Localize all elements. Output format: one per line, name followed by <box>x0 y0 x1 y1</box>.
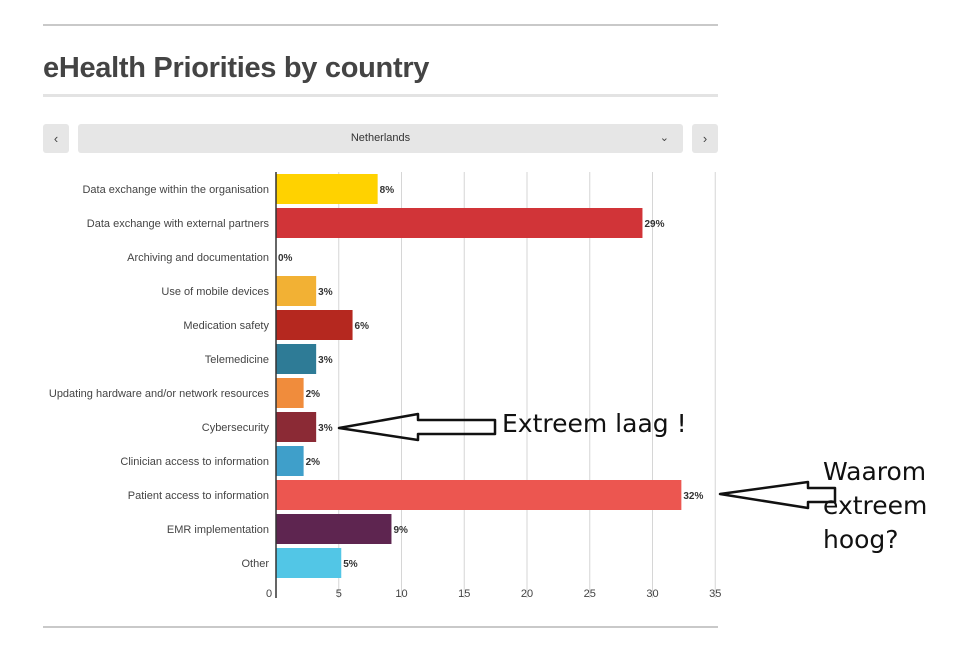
x-tick-label: 5 <box>336 588 342 600</box>
country-select-value: Netherlands <box>350 132 411 144</box>
bar <box>276 378 304 408</box>
bar-data-label: 5% <box>343 559 358 570</box>
arrow-high-icon <box>718 480 837 510</box>
annotation-high-text: Waarom extreem hoog? <box>823 457 928 554</box>
bar-data-label: 32% <box>683 491 703 502</box>
category-label: Updating hardware and/or network resourc… <box>49 388 270 400</box>
chevron-down-icon: ⌄ <box>659 132 669 144</box>
bar <box>276 276 317 306</box>
previous-country-button[interactable]: ‹ <box>43 124 69 153</box>
x-tick-label: 20 <box>521 588 533 600</box>
x-tick-label: 30 <box>646 588 658 600</box>
category-label: Data exchange within the organisation <box>82 184 269 196</box>
category-label: Data exchange with external partners <box>87 218 270 230</box>
x-tick-label: 0 <box>266 588 272 600</box>
bar <box>276 310 353 340</box>
category-label: Cybersecurity <box>202 422 270 434</box>
bar <box>276 208 643 238</box>
bar-data-label: 8% <box>380 185 395 196</box>
bar-data-label: 6% <box>355 321 370 332</box>
x-tick-label: 35 <box>709 588 721 600</box>
annotation-low-text: Extreem laag ! <box>502 409 687 438</box>
category-label: Other <box>241 558 269 570</box>
bar <box>276 344 317 374</box>
bar <box>276 514 392 544</box>
arrow-low-icon <box>337 412 497 442</box>
top-divider <box>43 24 718 26</box>
chevron-right-icon: › <box>702 131 708 146</box>
bar <box>276 480 682 510</box>
category-label: Patient access to information <box>128 490 269 502</box>
bar-data-label: 2% <box>306 389 321 400</box>
page-title: eHealth Priorities by country <box>43 52 430 84</box>
bottom-divider <box>43 626 718 628</box>
bar-data-label: 3% <box>318 423 333 434</box>
bar <box>276 412 317 442</box>
country-select[interactable]: Netherlands ⌄ <box>78 124 683 153</box>
next-country-button[interactable]: › <box>692 124 718 153</box>
category-label: Clinician access to information <box>120 456 269 468</box>
bar <box>276 446 304 476</box>
x-tick-label: 15 <box>458 588 470 600</box>
category-label: Medication safety <box>183 320 269 332</box>
chevron-left-icon: ‹ <box>53 131 59 146</box>
bar <box>276 174 378 204</box>
x-tick-label: 25 <box>584 588 596 600</box>
bar-data-label: 3% <box>318 287 333 298</box>
bar <box>276 548 342 578</box>
category-label: Telemedicine <box>205 354 269 366</box>
bar-data-label: 29% <box>644 219 664 230</box>
category-label: EMR implementation <box>167 524 269 536</box>
bar-data-label: 0% <box>278 253 293 264</box>
bar-data-label: 9% <box>393 525 408 536</box>
title-underline <box>43 94 718 97</box>
category-label: Archiving and documentation <box>127 252 269 264</box>
category-label: Use of mobile devices <box>161 286 269 298</box>
x-tick-label: 10 <box>395 588 407 600</box>
bar-data-label: 2% <box>306 457 321 468</box>
bar-data-label: 3% <box>318 355 333 366</box>
